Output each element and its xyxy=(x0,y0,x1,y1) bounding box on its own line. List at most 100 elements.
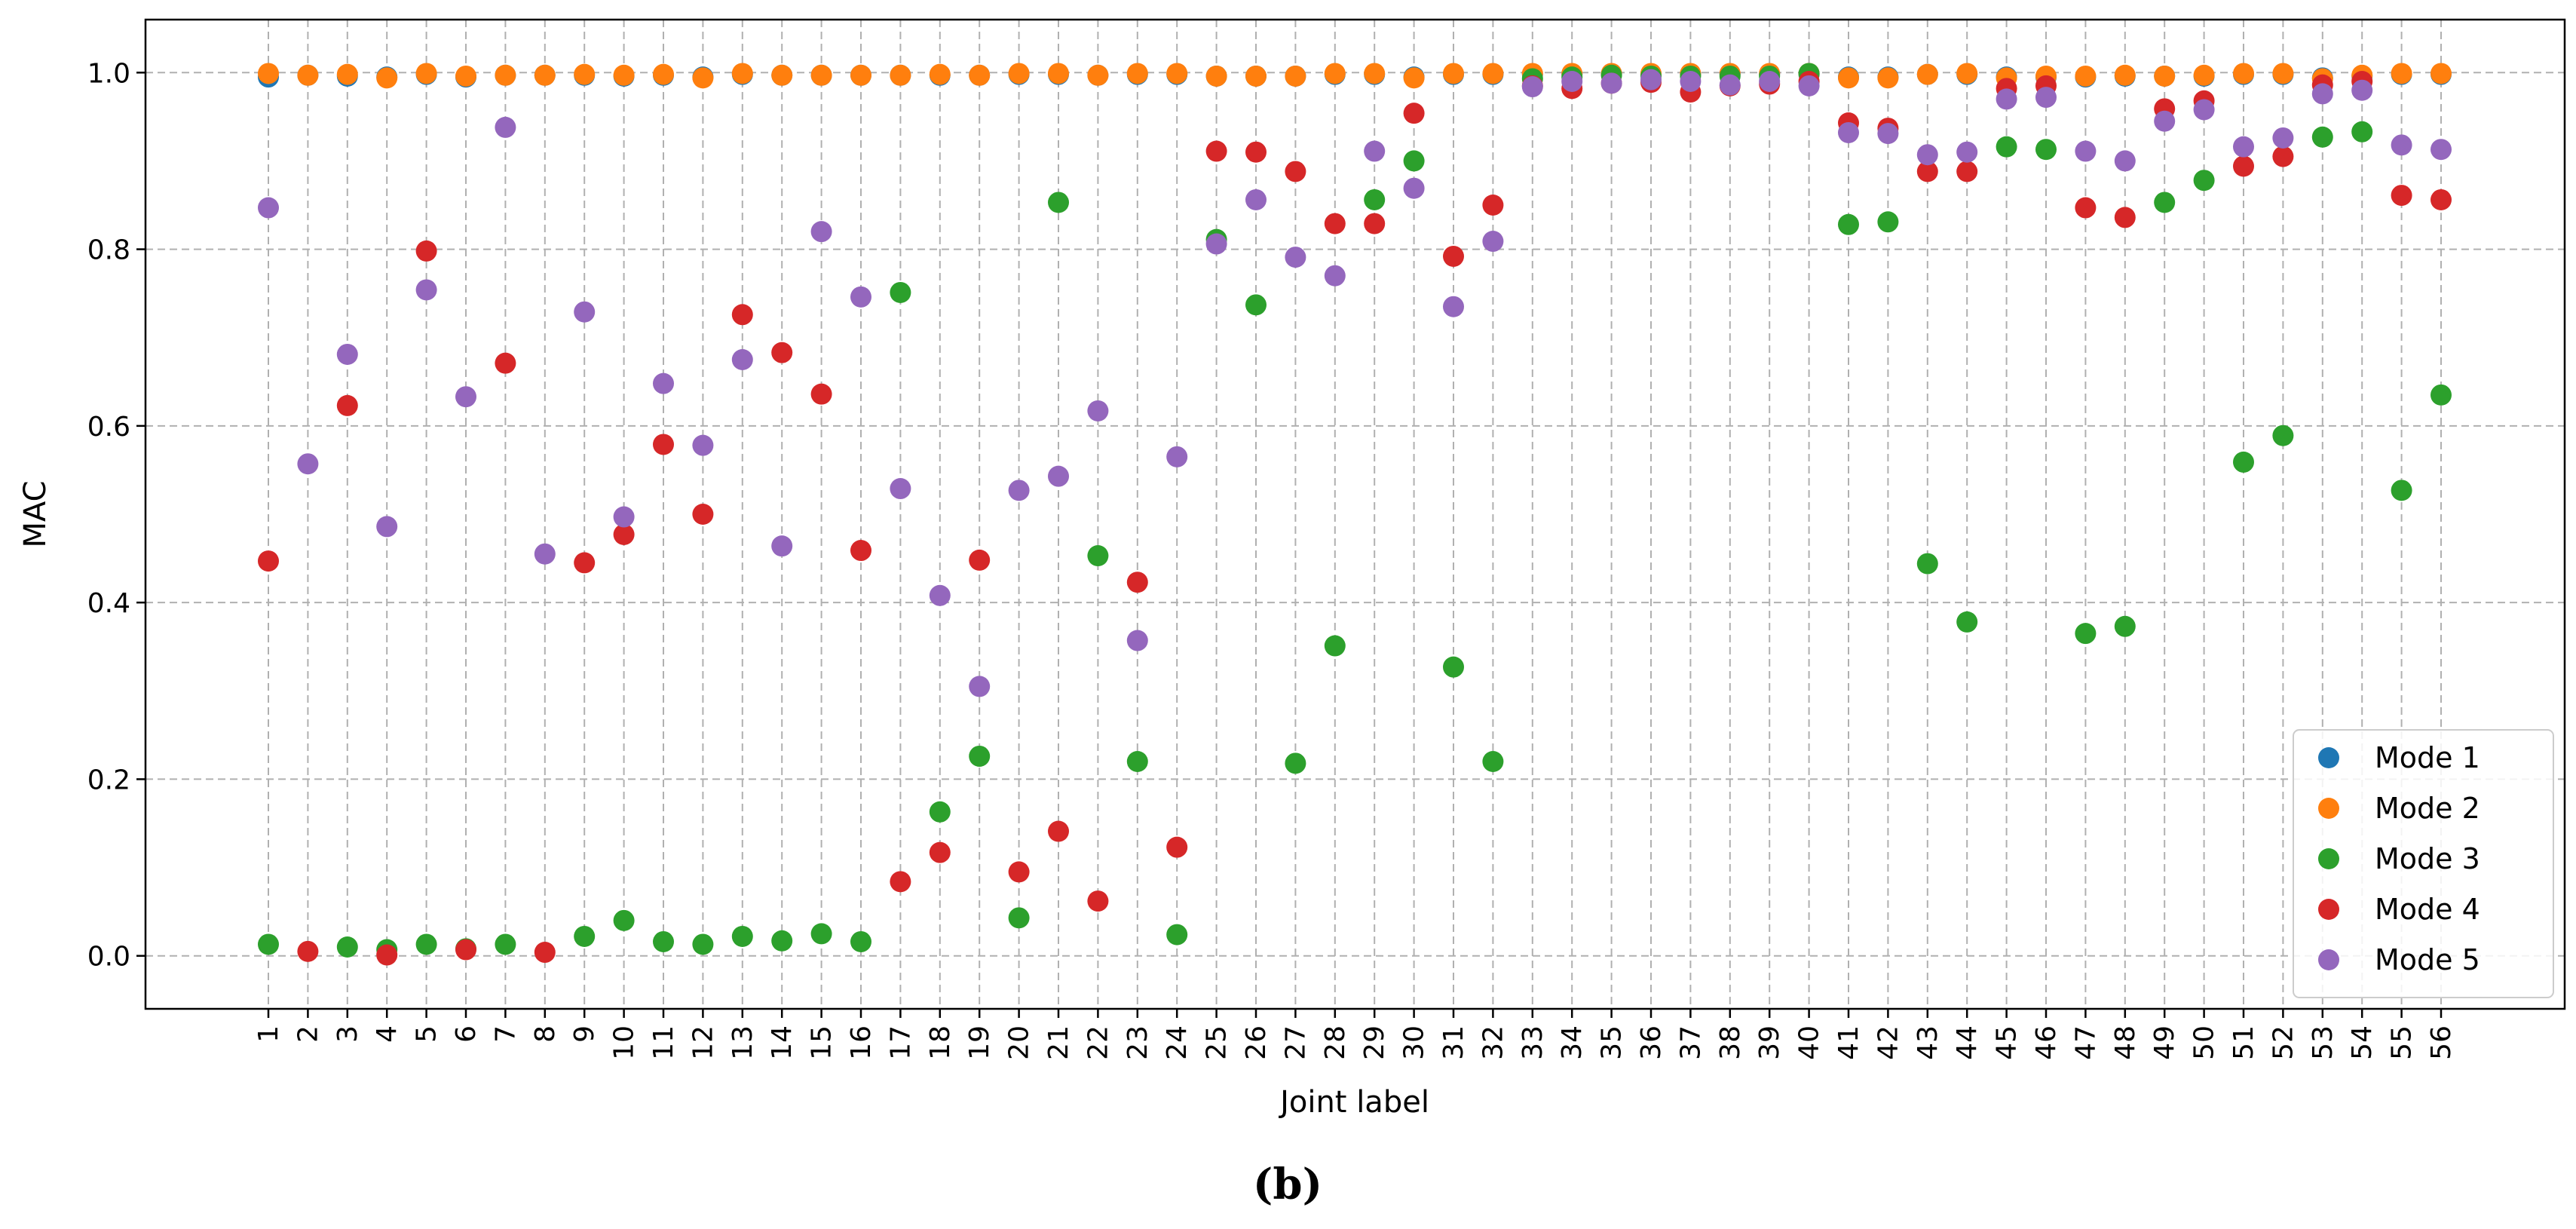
x-tick-label: 32 xyxy=(1478,1025,1509,1060)
x-tick-label: 4 xyxy=(372,1025,403,1043)
data-point xyxy=(2391,185,2412,207)
y-axis: 0.0 0.2 0.4 0.6 0.8 1.0 xyxy=(87,58,145,973)
data-point xyxy=(969,64,991,86)
data-point xyxy=(1600,72,1622,94)
figure-caption: (b) xyxy=(1253,1160,1322,1209)
legend-marker xyxy=(2318,848,2339,869)
data-point xyxy=(1126,63,1148,84)
data-point xyxy=(890,478,911,500)
data-point xyxy=(1443,656,1464,678)
data-point xyxy=(2311,83,2333,105)
data-point xyxy=(810,383,832,405)
data-point xyxy=(1956,611,1978,633)
x-tick-label: 12 xyxy=(688,1025,718,1060)
data-point xyxy=(574,63,596,85)
data-point xyxy=(2193,170,2215,192)
data-point xyxy=(2431,139,2452,161)
data-point xyxy=(771,930,793,952)
x-tick-label: 20 xyxy=(1004,1025,1035,1060)
data-point xyxy=(1087,545,1109,567)
data-point xyxy=(850,286,871,308)
data-point xyxy=(1126,630,1148,651)
data-point xyxy=(1956,141,1978,163)
data-point xyxy=(810,923,832,945)
data-point xyxy=(1285,247,1306,268)
data-point xyxy=(1048,820,1069,842)
data-point xyxy=(2075,197,2097,219)
x-tick-label: 11 xyxy=(648,1025,679,1060)
data-point xyxy=(415,63,437,84)
data-point xyxy=(2233,63,2254,84)
data-point xyxy=(1285,65,1306,87)
data-point xyxy=(455,65,476,87)
data-point xyxy=(1166,924,1188,946)
data-point xyxy=(495,64,516,86)
legend-label: Mode 5 xyxy=(2375,943,2480,976)
x-tick-label: 6 xyxy=(451,1025,482,1043)
data-point xyxy=(1166,836,1188,858)
x-tick-label: 47 xyxy=(2070,1025,2101,1060)
data-point xyxy=(613,506,635,528)
data-point xyxy=(1916,553,1938,575)
data-point xyxy=(2114,150,2136,172)
data-point xyxy=(2233,451,2254,473)
data-point xyxy=(2154,192,2176,213)
data-point xyxy=(1916,144,1938,166)
legend: Mode 1 Mode 2 Mode 3 Mode 4 Mode 5 xyxy=(2293,729,2554,998)
data-point xyxy=(850,64,871,86)
data-point xyxy=(929,63,951,85)
x-tick-label: 36 xyxy=(1636,1025,1667,1060)
grid-lines xyxy=(145,20,2565,1009)
x-tick-label: 22 xyxy=(1083,1025,1113,1060)
data-point xyxy=(1205,65,1227,87)
x-tick-label: 24 xyxy=(1162,1025,1193,1060)
legend-marker xyxy=(2318,798,2339,819)
data-point xyxy=(415,933,437,955)
x-tick-label: 1 xyxy=(253,1025,284,1043)
x-tick-label: 16 xyxy=(846,1025,877,1060)
data-point xyxy=(890,281,911,303)
x-tick-label: 21 xyxy=(1043,1025,1074,1060)
data-point xyxy=(534,543,556,565)
data-point xyxy=(2311,126,2333,148)
data-point xyxy=(1956,63,1978,84)
data-point xyxy=(2272,424,2294,446)
data-point xyxy=(1403,67,1425,89)
data-point xyxy=(771,64,793,86)
data-point xyxy=(653,930,674,952)
data-point xyxy=(1838,213,1859,235)
data-point xyxy=(258,550,279,572)
y-tick-label: 0.4 xyxy=(87,588,130,619)
data-point xyxy=(692,434,714,456)
data-point xyxy=(1166,446,1188,467)
x-tick-label: 28 xyxy=(1320,1025,1351,1060)
x-tick-label: 9 xyxy=(569,1025,600,1043)
data-point xyxy=(1245,188,1267,210)
data-points xyxy=(258,63,2452,966)
x-tick-label: 49 xyxy=(2149,1025,2180,1060)
data-point xyxy=(1838,121,1859,143)
data-point xyxy=(2154,110,2176,132)
data-point xyxy=(495,933,516,955)
x-tick-label: 8 xyxy=(530,1025,561,1043)
legend-box xyxy=(2293,729,2554,998)
data-point xyxy=(2391,63,2412,84)
data-point xyxy=(1561,71,1583,92)
data-point xyxy=(1245,294,1267,316)
legend-label: Mode 1 xyxy=(2375,741,2480,774)
x-tick-label: 10 xyxy=(609,1025,640,1060)
x-tick-label: 15 xyxy=(807,1025,838,1060)
data-point xyxy=(1482,63,1504,84)
data-point xyxy=(1759,71,1781,92)
x-tick-label: 17 xyxy=(885,1025,916,1060)
data-point xyxy=(731,63,753,84)
data-point xyxy=(1008,480,1030,501)
y-tick-label: 0.6 xyxy=(87,412,130,443)
data-point xyxy=(455,386,476,408)
x-axis-title: Joint label xyxy=(1278,1085,1429,1120)
data-point xyxy=(1126,751,1148,772)
x-tick-label: 3 xyxy=(332,1025,363,1043)
series-mode-3 xyxy=(258,63,2452,961)
data-point xyxy=(969,676,991,697)
